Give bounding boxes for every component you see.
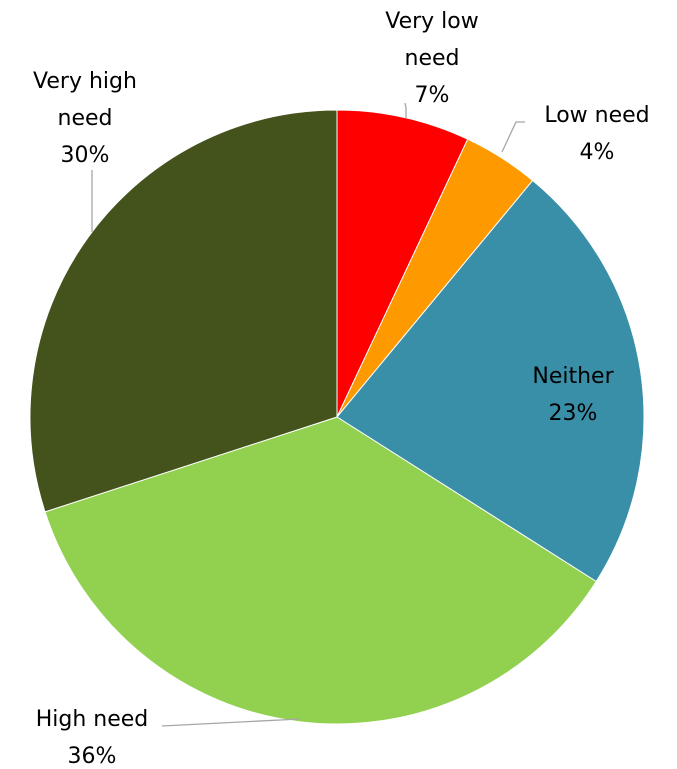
slice-label-low-need: Low need [544,103,649,128]
slice-percent-very-low-need: 7% [415,83,450,108]
slice-label-very-high-need: Very high [33,69,137,94]
pie-slice-neither [336,179,645,583]
leader-line-high-need [161,718,301,727]
slice-label-very-low-need: Very low [385,9,479,34]
slice-label-very-high-need-line2: need [58,106,113,131]
slice-percent-very-high-need: 30% [61,143,110,168]
pie-slice-high-need [44,416,597,725]
slice-label-very-low-need-line2: need [405,46,460,71]
slice-percent-low-need: 4% [580,140,615,165]
leader-line-low-need [501,121,525,153]
slice-label-high-need: High need [36,707,149,732]
slice-label-neither: Neither [532,364,614,389]
pie-slice-very-low-need [336,109,469,418]
slice-percent-neither: 23% [549,401,598,426]
leader-line-very-low-need [404,102,407,118]
slice-percent-high-need: 36% [68,744,117,769]
pie-slice-very-high-need [29,109,338,513]
